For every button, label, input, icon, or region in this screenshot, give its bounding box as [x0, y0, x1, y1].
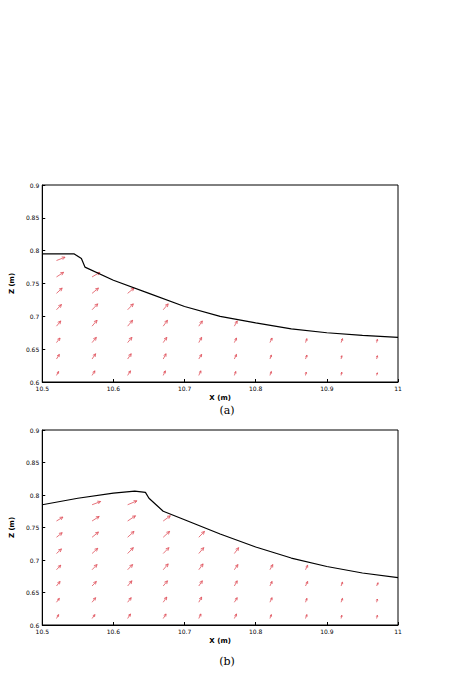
svg-text:10.8: 10.8	[249, 385, 263, 392]
svg-text:(a): (a)	[219, 404, 234, 417]
svg-text:0.7: 0.7	[30, 313, 40, 320]
svg-text:0.9: 0.9	[30, 427, 40, 434]
svg-text:0.85: 0.85	[26, 214, 40, 221]
svg-text:0.65: 0.65	[26, 346, 40, 353]
svg-text:0.8: 0.8	[30, 492, 40, 499]
svg-text:X (m): X (m)	[209, 637, 231, 645]
svg-text:10.5: 10.5	[36, 385, 50, 392]
svg-text:10.9: 10.9	[320, 628, 334, 635]
svg-text:X (m): X (m)	[209, 394, 231, 402]
svg-text:0.9: 0.9	[30, 182, 40, 189]
svg-text:(b): (b)	[219, 655, 235, 668]
svg-text:Z (m): Z (m)	[8, 273, 16, 294]
svg-text:10.5: 10.5	[36, 628, 50, 635]
svg-text:10.6: 10.6	[107, 385, 121, 392]
svg-text:0.6: 0.6	[29, 621, 40, 629]
svg-text:Z (m): Z (m)	[8, 517, 16, 538]
svg-text:10.9: 10.9	[320, 385, 334, 392]
svg-text:0.65: 0.65	[26, 589, 40, 596]
svg-text:11: 11	[394, 385, 402, 392]
svg-text:0.75: 0.75	[26, 280, 40, 287]
svg-text:10.6: 10.6	[107, 628, 121, 635]
svg-text:0.7: 0.7	[30, 557, 40, 564]
svg-text:10.7: 10.7	[178, 385, 192, 392]
svg-text:0.6: 0.6	[29, 378, 40, 386]
svg-text:11: 11	[394, 628, 402, 635]
svg-text:0.85: 0.85	[26, 459, 40, 466]
svg-text:10.7: 10.7	[178, 628, 192, 635]
svg-text:0.75: 0.75	[26, 524, 40, 531]
svg-text:0.8: 0.8	[30, 247, 40, 254]
svg-text:10.8: 10.8	[249, 628, 263, 635]
